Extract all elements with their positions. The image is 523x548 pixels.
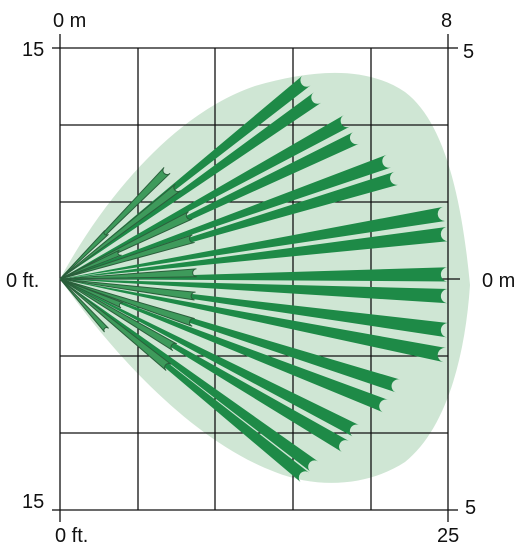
long-range-beam: [60, 267, 449, 282]
long-range-beam: [60, 279, 319, 472]
bottom-right-feet-label: 25: [437, 525, 459, 547]
top-left-meter-label: 0 m: [53, 10, 86, 32]
long-range-beam: [60, 279, 360, 437]
long-range-beam: [60, 206, 447, 279]
long-range-beam: [60, 92, 322, 279]
left-bottom-feet-label: 15: [22, 491, 44, 513]
short-beams: [59, 167, 197, 371]
right-bottom-meter-label: 5: [465, 497, 476, 519]
long-range-beam: [60, 279, 389, 413]
short-range-beam: [59, 249, 122, 280]
long-range-beam: [60, 154, 392, 279]
left-mid-feet-label: 0 ft.: [6, 270, 39, 292]
short-range-beam: [59, 230, 109, 280]
short-range-beam: [59, 234, 195, 280]
long-range-beam: [60, 279, 449, 304]
long-range-beam: [60, 279, 447, 363]
long-range-beam: [60, 226, 449, 279]
top-right-meter-label: 8: [441, 10, 452, 32]
bottom-left-feet-label: 0 ft.: [55, 525, 88, 547]
short-range-beam: [59, 268, 197, 280]
short-range-beam: [59, 278, 124, 309]
short-range-beam: [59, 183, 181, 280]
left-top-feet-label: 15: [22, 39, 44, 61]
long-range-beam: [60, 115, 351, 279]
short-range-beam: [59, 278, 109, 333]
short-range-beam: [59, 278, 196, 301]
short-range-beam: [59, 211, 193, 280]
short-range-beam: [59, 278, 178, 352]
short-range-beam: [59, 278, 195, 327]
right-top-meter-label: 5: [463, 41, 474, 63]
right-mid-meter-label: 0 m: [482, 270, 515, 292]
short-range-beam: [59, 278, 172, 371]
